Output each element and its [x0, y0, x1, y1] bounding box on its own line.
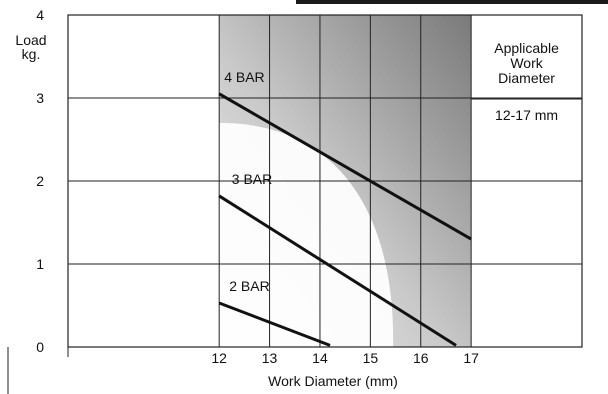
- y-tick-label: 2: [36, 173, 44, 189]
- annotation-title-line: Work: [510, 55, 543, 71]
- top-bar: [296, 0, 608, 4]
- x-tick-label: 16: [413, 350, 429, 366]
- y-tick-label: 0: [36, 339, 44, 355]
- x-tick-label: 12: [211, 350, 227, 366]
- series-line-4-bar: [218, 92, 472, 241]
- x-tick-label: 17: [463, 350, 479, 366]
- series-label: 4 BAR: [224, 69, 264, 85]
- x-tick-label: 14: [312, 350, 328, 366]
- annotation-title-line: Diameter: [498, 70, 555, 86]
- series-line-2-bar: [218, 301, 331, 347]
- x-tick-label: 15: [363, 350, 379, 366]
- series-label: 3 BAR: [232, 171, 272, 187]
- y-tick-label: 3: [36, 90, 44, 106]
- annotation-title-line: Applicable: [494, 40, 559, 56]
- plot-frame: [67, 14, 583, 348]
- y-axis-label: kg.: [22, 46, 41, 62]
- annotation-value: 12-17 mm: [495, 107, 558, 123]
- y-tick-label: 4: [36, 7, 44, 23]
- y-axis-label: Load: [15, 32, 46, 48]
- y-tick-label: 1: [36, 256, 44, 272]
- series-label: 2 BAR: [229, 278, 269, 294]
- x-axis-label: Work Diameter (mm): [268, 373, 398, 389]
- applicable-region-highlight: [219, 122, 394, 348]
- x-tick-label: 13: [262, 350, 278, 366]
- series-line-3-bar: [218, 194, 457, 347]
